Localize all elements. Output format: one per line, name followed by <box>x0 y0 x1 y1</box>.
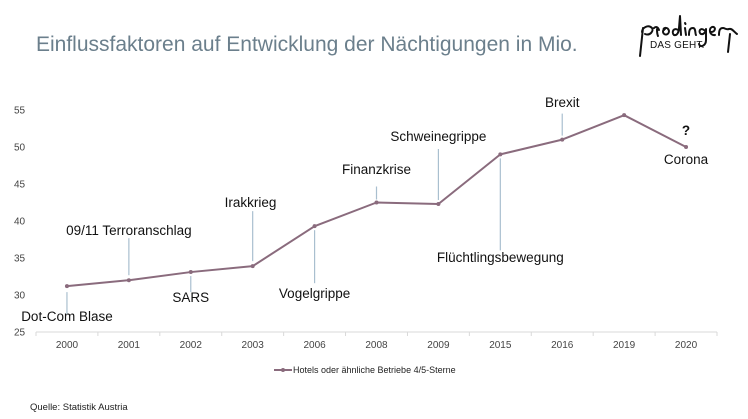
legend-swatch-marker <box>281 368 285 372</box>
x-tick-label: 2003 <box>242 340 265 351</box>
annotation-labels: Dot-Com Blase 09/11 Terroranschlag SARS Ira… <box>21 95 708 324</box>
annotation-label: Brexit <box>545 95 580 110</box>
series-hotels <box>64 113 689 289</box>
source-note: Quelle: Statistik Austria <box>30 402 128 413</box>
x-tick-label: 2020 <box>675 340 698 351</box>
data-point <box>188 270 193 275</box>
x-tick-label: 2006 <box>303 340 326 351</box>
data-point <box>436 201 441 206</box>
y-axis: 25 30 35 40 45 50 55 <box>14 106 26 339</box>
annotation-label: SARS <box>172 290 209 305</box>
y-tick-label: 50 <box>14 143 26 154</box>
data-point <box>64 284 69 289</box>
annotation-label: 09/11 Terroranschlag <box>66 223 192 238</box>
data-point <box>250 264 255 269</box>
annotation-label: Irakkrieg <box>225 195 277 210</box>
data-point <box>126 278 131 283</box>
data-point <box>498 152 503 157</box>
brand-logo: DAS GEHT. <box>634 10 744 62</box>
data-point <box>312 224 317 229</box>
y-tick-label: 35 <box>14 254 26 265</box>
legend-label: Hotels oder ähnliche Betriebe 4/5-Sterne <box>293 365 456 375</box>
x-tick-label: 2019 <box>613 340 636 351</box>
annotation-label: Vogelgrippe <box>279 286 350 301</box>
annotation-label: Flüchtlingsbewegung <box>437 250 564 265</box>
data-point <box>374 200 379 205</box>
annotation-label: Dot-Com Blase <box>21 309 113 324</box>
x-tick-label: 2000 <box>56 340 79 351</box>
data-point <box>622 113 627 118</box>
y-tick-label: 45 <box>14 180 26 191</box>
x-tick-label: 2016 <box>551 340 574 351</box>
x-tick-label: 2001 <box>118 340 141 351</box>
annotation-callouts <box>66 113 563 315</box>
data-point <box>684 145 689 149</box>
annotation-label: Schweinegrippe <box>390 129 486 144</box>
y-tick-label: 25 <box>14 328 26 339</box>
annotation-label: ? <box>682 123 690 138</box>
x-tick-label: 2008 <box>365 340 388 351</box>
y-tick-label: 30 <box>14 291 26 302</box>
x-axis: 2000 2001 2002 2003 2006 2008 2009 2015 2016 2019… <box>35 331 718 351</box>
x-tick-label: 2015 <box>489 340 512 351</box>
annotation-label: Corona <box>664 152 709 167</box>
y-tick-label: 55 <box>14 106 26 117</box>
logo-tagline: DAS GEHT. <box>650 40 705 51</box>
chart-title: Einflussfaktoren auf Entwicklung der Näc… <box>36 33 578 56</box>
annotation-label: Finanzkrise <box>342 162 411 177</box>
x-tick-label: 2009 <box>427 340 450 351</box>
x-tick-label: 2002 <box>180 340 203 351</box>
logo-script-icon <box>639 15 738 57</box>
legend: Hotels oder ähnliche Betriebe 4/5-Sterne <box>274 365 456 375</box>
y-tick-label: 40 <box>14 217 26 228</box>
data-point <box>560 137 565 142</box>
